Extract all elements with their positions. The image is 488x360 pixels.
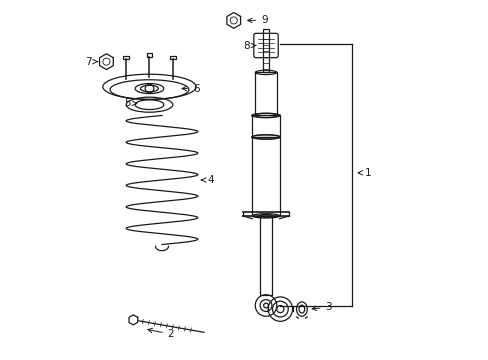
Text: 5: 5 (124, 98, 137, 108)
Text: 4: 4 (201, 175, 213, 185)
Text: 6: 6 (182, 84, 199, 94)
Text: 2: 2 (147, 328, 174, 339)
Text: 7: 7 (85, 57, 98, 67)
Polygon shape (129, 315, 138, 325)
Text: 9: 9 (247, 15, 267, 26)
Text: 3: 3 (311, 302, 331, 312)
Text: 8: 8 (243, 41, 255, 50)
Text: 1: 1 (357, 168, 371, 178)
